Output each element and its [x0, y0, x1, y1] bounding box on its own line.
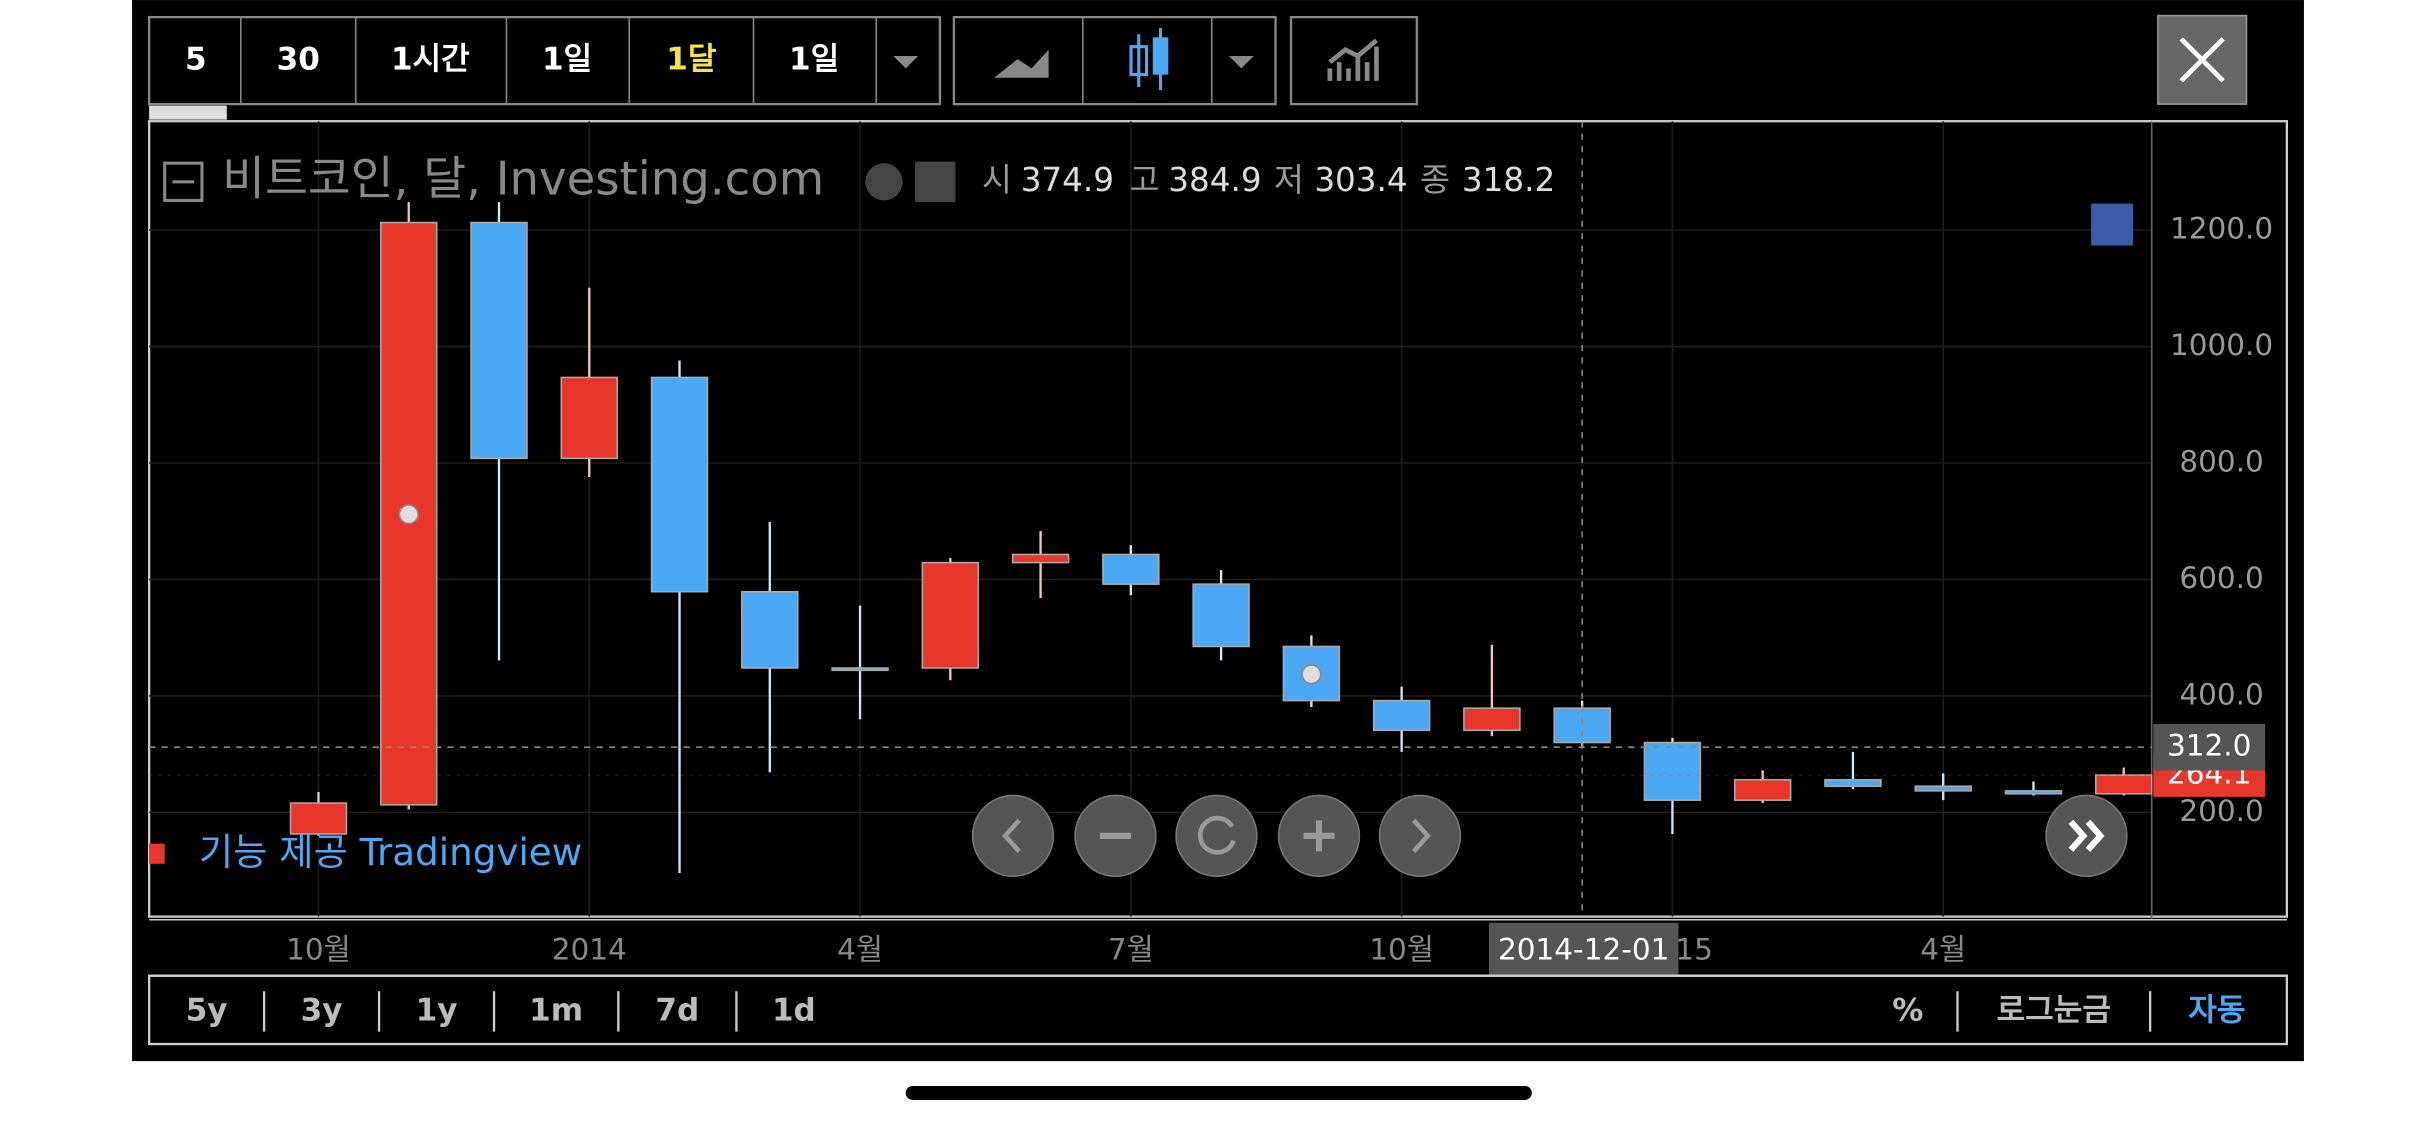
icon: [1303, 820, 1335, 852]
candle-body: [1011, 553, 1070, 564]
event-marker: [398, 504, 419, 525]
scroll-left-button[interactable]: [971, 794, 1055, 878]
watermark: 기능 제공 Tradingview: [149, 830, 582, 874]
close-icon: [2179, 37, 2225, 83]
option-button[interactable]: 자동: [2188, 992, 2245, 1028]
y-tick-label: 200.0: [2179, 794, 2263, 828]
range-button[interactable]: 1d: [772, 992, 816, 1028]
plot: 200.0 400.0 600.0 800.0 1000.0 1200.0 10월 2014 4…: [149, 121, 2287, 976]
candle-body: [1733, 779, 1792, 801]
interval-button[interactable]: 1일: [542, 42, 592, 78]
y-tick-label: 800.0: [2179, 445, 2263, 479]
candle-body: [1463, 707, 1521, 732]
home-indicator: [905, 1085, 1532, 1100]
ohlc-label: 시: [982, 161, 1012, 199]
x-tick-label: 2014: [552, 932, 627, 966]
option-button[interactable]: %: [1892, 992, 1923, 1028]
ohlc-label: 저: [1274, 161, 1304, 199]
range-button[interactable]: 1y: [416, 992, 458, 1028]
x-tick-label: 15: [1675, 932, 1713, 966]
visibility-icon[interactable]: [865, 163, 903, 201]
interval-button[interactable]: 30: [277, 42, 320, 78]
candle-body: [1553, 707, 1611, 744]
footer-items: 5y 3y 1y 1m 7d 1d% 로그눈금 자동: [186, 991, 2246, 1032]
scroll-right-button[interactable]: [1378, 794, 1462, 878]
ohlc-label: 종: [1420, 161, 1450, 199]
candle-body: [1102, 553, 1160, 585]
candle-icon[interactable]: [1129, 27, 1169, 91]
icon: [1197, 815, 1236, 855]
interval-button[interactable]: 5: [185, 42, 207, 78]
option-button[interactable]: 로그눈금: [1997, 992, 2111, 1028]
x-tick-label: 7월: [1108, 932, 1154, 966]
crosshair-x-box: [1488, 922, 1679, 976]
interval-group: [147, 15, 942, 106]
range-button[interactable]: 3y: [301, 992, 343, 1028]
toolbar: 5 30 1시간 1일 1달 1일: [147, 14, 2248, 120]
candle-body: [1914, 785, 1972, 792]
icon: [1002, 818, 1021, 853]
candle-body: [289, 802, 348, 835]
crosshair-y-box: [2153, 723, 2266, 771]
scroll-tab[interactable]: [149, 105, 227, 120]
candle-body: [470, 221, 528, 460]
ohlc-value: 384.9: [1168, 161, 1261, 199]
crosshair-y-label: 312.0: [2167, 729, 2251, 763]
area-chart-icon[interactable]: [994, 49, 1049, 78]
ohlc-value: 318.2: [1462, 161, 1555, 199]
y-tick-label: 600.0: [2179, 561, 2263, 595]
dropdown-arrow[interactable]: [893, 55, 919, 69]
interval-button[interactable]: 1일: [789, 42, 839, 78]
icon: [2068, 819, 2105, 852]
reset-button[interactable]: [1175, 794, 1258, 878]
scale-toggle[interactable]: [2091, 203, 2134, 246]
watermark-text: 기능 제공 Tradingview: [199, 830, 582, 874]
interval-button-active[interactable]: 1달: [666, 42, 716, 78]
range-button[interactable]: 7d: [655, 992, 699, 1028]
candle-body: [1824, 779, 1882, 787]
range-button[interactable]: 5y: [186, 992, 228, 1028]
candle-body: [921, 561, 980, 669]
ohlc-value: 374.9: [1021, 161, 1114, 199]
x-tick-label: 4월: [837, 932, 883, 966]
candle-body: [2094, 774, 2153, 795]
dropdown-arrow[interactable]: [1228, 55, 1254, 69]
x-tick-label: 4월: [1920, 932, 1966, 966]
x-tick-label: 10월: [286, 932, 351, 966]
candle-body: [1643, 741, 1702, 801]
footer: [147, 974, 2289, 1046]
y-tick-label: 400.0: [2179, 677, 2263, 711]
collapse-icon[interactable]: [163, 161, 204, 202]
chart-title: 비트코인, 달, Investing.com: [222, 151, 824, 205]
icon: [1412, 818, 1431, 853]
range-button[interactable]: 1m: [529, 992, 583, 1028]
settings-icon[interactable]: [915, 161, 956, 202]
x-tick-label: 10월: [1369, 932, 1434, 966]
chart-header: 비트코인, 달, Investing.com 시 374.9 고 384.9 저…: [163, 151, 2134, 246]
chart-type-group: [952, 15, 1277, 106]
interval-button[interactable]: 1시간: [391, 42, 470, 78]
ohlc-label: 고: [1129, 161, 1159, 199]
y-tick-label: 1000.0: [2170, 328, 2273, 362]
candle-body: [1372, 699, 1431, 732]
candle-body: [560, 376, 619, 460]
candle-body: [1192, 583, 1250, 648]
candle-body: [650, 376, 709, 593]
indicator-icon: [1327, 38, 1379, 81]
candle-body: [2004, 790, 2063, 795]
nav-buttons: [971, 794, 2128, 878]
indicator-button[interactable]: [1289, 15, 1419, 106]
watermark-mark: [149, 843, 165, 864]
candle-body: [831, 667, 889, 672]
ohlc-value: 303.4: [1314, 161, 1407, 199]
candle-body: [741, 590, 799, 669]
event-marker: [1301, 664, 1322, 685]
y-tick-label: 1200.0: [2170, 212, 2273, 246]
crosshair-x-label: 2014-12-01: [1498, 932, 1669, 966]
